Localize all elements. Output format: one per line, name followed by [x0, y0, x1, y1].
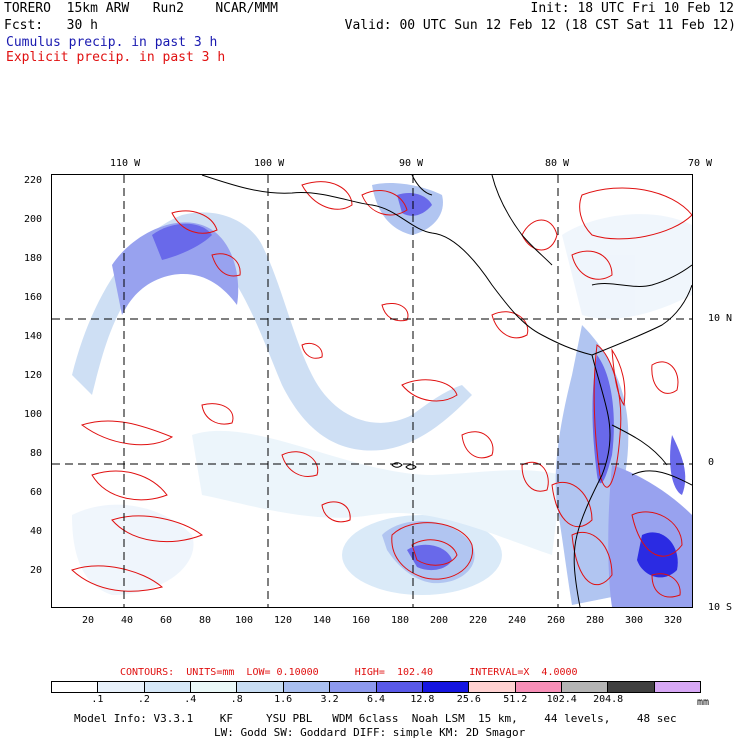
- x-tick: 280: [586, 615, 605, 626]
- precip-map-panel: [51, 174, 693, 608]
- legend-cumulus: Cumulus precip. in past 3 h: [6, 35, 218, 50]
- y-tick: 160: [24, 292, 43, 303]
- colorbar-label: .1: [91, 694, 104, 705]
- y-tick: 100: [24, 409, 43, 420]
- contour-info: CONTOURS: UNITS=mm LOW= 0.10000 HIGH= 10…: [120, 667, 578, 678]
- colorbar-swatch: [144, 682, 192, 692]
- colorbar-swatch: [469, 682, 516, 692]
- x-tick: 240: [508, 615, 527, 626]
- lon-label-100w: 100 W: [254, 158, 285, 169]
- header-forecast-hour: Fcst: 30 h: [4, 18, 98, 33]
- x-tick: 300: [625, 615, 644, 626]
- colorbar-label: 102.4: [546, 694, 577, 705]
- colorbar-label: 204.8: [593, 694, 624, 705]
- x-tick: 160: [352, 615, 371, 626]
- lon-label-110w: 110 W: [110, 158, 141, 169]
- y-tick: 40: [30, 526, 43, 537]
- coastlines: [201, 175, 692, 607]
- lon-label-80w: 80 W: [545, 158, 570, 169]
- y-tick: 120: [24, 370, 43, 381]
- x-tick: 320: [664, 615, 683, 626]
- x-tick: 60: [160, 615, 173, 626]
- legend-explicit: Explicit precip. in past 3 h: [6, 50, 226, 65]
- colorbar-label: 51.2: [503, 694, 528, 705]
- header-valid-time: Valid: 00 UTC Sun 12 Feb 12 (18 CST Sat …: [344, 18, 736, 33]
- colorbar-label: .2: [137, 694, 150, 705]
- lon-label-70w: 70 W: [688, 158, 713, 169]
- y-tick: 20: [30, 565, 43, 576]
- colorbar-swatch: [283, 682, 331, 692]
- header-init-time: Init: 18 UTC Fri 10 Feb 12: [530, 1, 735, 16]
- colorbar-swatch: [376, 682, 423, 692]
- colorbar-swatch: [654, 682, 701, 692]
- lat-label-10n: 10 N: [708, 313, 733, 324]
- x-tick: 80: [199, 615, 212, 626]
- colorbar-label: 6.4: [366, 694, 386, 705]
- lat-label-0: 0: [708, 457, 715, 468]
- explicit-precip-contours: [71, 181, 692, 598]
- header-model-title: TORERO 15km ARW Run2 NCAR/MMM: [4, 1, 278, 16]
- colorbar-swatch: [608, 682, 655, 692]
- y-tick: 140: [24, 331, 43, 342]
- x-tick: 200: [430, 615, 449, 626]
- colorbar-swatch: [98, 682, 145, 692]
- colorbar-label: 12.8: [410, 694, 435, 705]
- precip-map-svg: [52, 175, 692, 607]
- x-tick: 180: [391, 615, 410, 626]
- y-tick: 200: [24, 214, 43, 225]
- colorbar-swatch: [561, 682, 609, 692]
- x-tick: 20: [82, 615, 95, 626]
- y-tick: 180: [24, 253, 43, 264]
- colorbar-label: 25.6: [456, 694, 481, 705]
- colorbar-label: .8: [230, 694, 243, 705]
- colorbar-label: 1.6: [274, 694, 293, 705]
- colorbar-swatch: [330, 682, 377, 692]
- colorbar-unit: mm: [697, 697, 710, 708]
- latlon-grid: [52, 175, 692, 607]
- colorbar-label: .4: [184, 694, 197, 705]
- cumulus-precip-shading: [72, 183, 692, 607]
- x-tick: 140: [313, 615, 332, 626]
- x-tick: 120: [274, 615, 293, 626]
- y-tick: 80: [30, 448, 43, 459]
- x-tick: 40: [121, 615, 134, 626]
- colorbar-swatch: [422, 682, 470, 692]
- colorbar-swatch: [515, 682, 562, 692]
- y-tick: 60: [30, 487, 43, 498]
- colorbar-swatch: [237, 682, 284, 692]
- x-tick: 220: [469, 615, 488, 626]
- colorbar: [51, 681, 701, 693]
- x-tick: 260: [547, 615, 566, 626]
- colorbar-swatch: [52, 682, 99, 692]
- x-tick: 100: [235, 615, 254, 626]
- colorbar-label: 3.2: [320, 694, 339, 705]
- y-tick: 220: [24, 175, 43, 186]
- colorbar-swatch: [191, 682, 238, 692]
- lat-label-10s: 10 S: [708, 602, 733, 613]
- footer-physics-info: LW: Godd SW: Goddard DIFF: simple KM: 2D…: [214, 726, 526, 739]
- footer-model-info: Model Info: V3.3.1 KF YSU PBL WDM 6class…: [74, 712, 677, 725]
- lon-label-90w: 90 W: [399, 158, 424, 169]
